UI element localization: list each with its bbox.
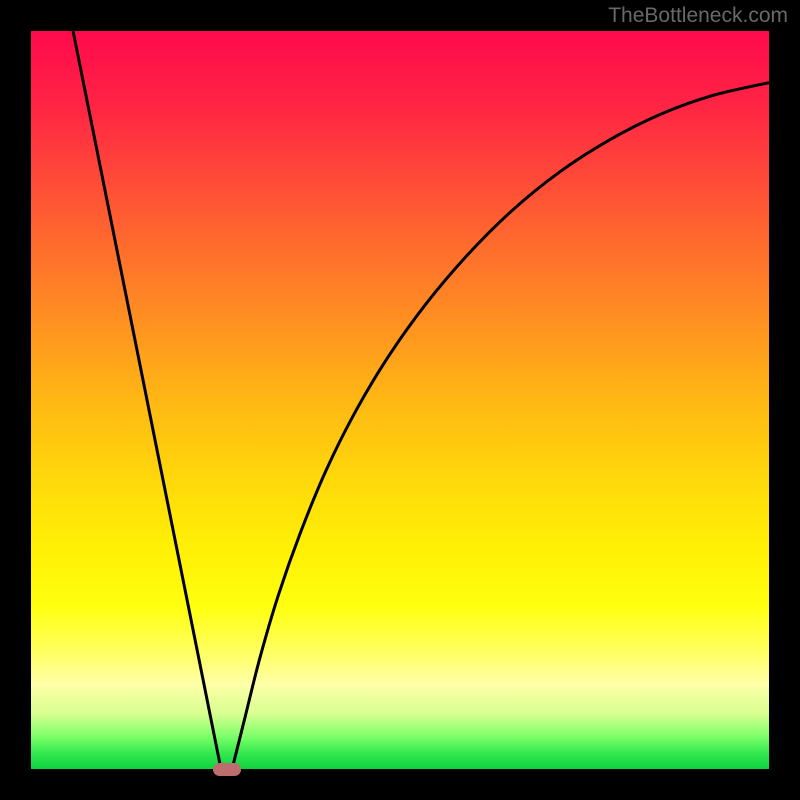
curve-svg: [31, 31, 769, 769]
watermark-text: TheBottleneck.com: [608, 4, 788, 28]
plot-area: [31, 31, 769, 769]
chart-container: TheBottleneck.com: [0, 0, 800, 800]
marker-pill: [213, 763, 241, 776]
left-curve-line: [73, 31, 221, 768]
right-curve-line: [232, 83, 769, 768]
